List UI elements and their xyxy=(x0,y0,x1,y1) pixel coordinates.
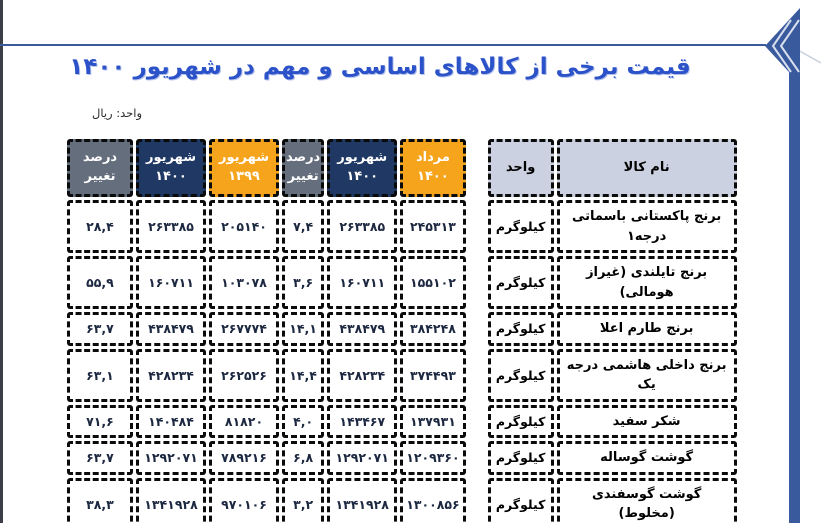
cell-shahrivar_1399: ۲۶۲۵۲۶ xyxy=(209,348,279,402)
column-header-pct_change_month: درصد تغییر xyxy=(282,139,325,197)
table-row: برنج تایلندی (غیراز هومالی) کیلوگرم ۱۵۵۱۰۲… xyxy=(67,256,737,309)
column-header-shahrivar_1399: شهریور ۱۳۹۹ xyxy=(209,139,279,197)
unit-note: واحد: ریال xyxy=(92,106,143,120)
cell-shahrivar_1400_vs_month: ۱۴۳۴۶۷ xyxy=(327,404,398,438)
cell-pct_change_year: ۳۸,۳ xyxy=(67,477,133,523)
cell-pct_change_month: ۱۴,۴ xyxy=(282,348,325,402)
cell-mordad_1400: ۳۸۴۲۴۸ xyxy=(400,312,466,346)
cell-name: برنج تایلندی (غیراز هومالی) xyxy=(556,256,737,309)
right-edge-bar xyxy=(789,46,800,523)
cell-shahrivar_1399: ۹۷۰۱۰۶ xyxy=(209,477,279,523)
cell-pct_change_year: ۵۵,۹ xyxy=(67,256,133,309)
cell-shahrivar_1400_vs_year: ۴۳۸۴۷۹ xyxy=(136,312,206,346)
page-title: قیمت برخی از کالاهای اساسی و مهم در شهری… xyxy=(69,54,691,80)
cell-shahrivar_1400_vs_month: ۱۳۴۱۹۲۸ xyxy=(327,477,398,523)
column-header-shahrivar_1400_vs_year: شهریور ۱۴۰۰ xyxy=(136,139,206,197)
cell-unit: کیلوگرم xyxy=(487,441,554,475)
cell-unit: کیلوگرم xyxy=(487,477,554,523)
cell-pct_change_month: ۱۴,۱ xyxy=(282,312,325,346)
column-header-name: نام کالا xyxy=(556,139,737,197)
table-row: برنج طارم اعلا کیلوگرم ۳۸۴۲۴۸ ۴۳۸۴۷۹ ۱۴,۱ ۲۶۷… xyxy=(67,312,737,346)
cell-pct_change_month: ۶,۸ xyxy=(282,441,325,475)
cell-mordad_1400: ۲۴۵۳۱۳ xyxy=(400,200,466,253)
table-row: شکر سفید کیلوگرم ۱۳۷۹۳۱ ۱۴۳۴۶۷ ۴,۰ ۸۱۸۲۰ ۱۴۰۴۸… xyxy=(67,404,737,439)
header-row: نام کالا واحد مرداد ۱۴۰۰ شهریور ۱۴۰۰ درصد تغ… xyxy=(67,139,737,197)
cell-shahrivar_1400_vs_year: ۱۶۰۷۱۱ xyxy=(136,256,206,309)
column-header-pct_change_year: درصد تغییر xyxy=(67,139,133,197)
cell-pct_change_year: ۶۳,۱ xyxy=(67,348,133,402)
cell-shahrivar_1399: ۱۰۳۰۷۸ xyxy=(209,256,279,309)
cell-shahrivar_1400_vs_month: ۴۳۸۴۷۹ xyxy=(327,312,398,346)
cell-name: گوشت گوساله xyxy=(556,441,737,475)
cell-mordad_1400: ۱۳۷۹۳۱ xyxy=(400,404,466,438)
corner-arrow-decoration xyxy=(765,8,821,523)
cell-shahrivar_1399: ۷۸۹۲۱۶ xyxy=(209,441,279,475)
column-header-unit: واحد xyxy=(487,139,554,197)
cell-name: گوشت گوسفندی (مخلوط) xyxy=(556,477,737,523)
cell-unit: کیلوگرم xyxy=(487,256,554,309)
cell-mordad_1400: ۱۲۰۹۳۶۰ xyxy=(400,441,466,475)
top-divider-line xyxy=(0,44,766,46)
cell-pct_change_year: ۷۱,۶ xyxy=(67,404,133,438)
table-row: برنج داخلی هاشمی درجه یک کیلوگرم ۳۷۴۴۹۳ ۴۲۸… xyxy=(67,348,737,402)
cell-shahrivar_1400_vs_month: ۱۲۹۲۰۷۱ xyxy=(327,441,398,475)
cell-name: برنج داخلی هاشمی درجه یک xyxy=(556,348,737,402)
cell-name: شکر سفید xyxy=(556,404,737,438)
cell-pct_change_year: ۶۳,۷ xyxy=(67,312,133,346)
cell-shahrivar_1400_vs_year: ۱۳۴۱۹۲۸ xyxy=(136,477,206,523)
cell-unit: کیلوگرم xyxy=(487,348,554,402)
cell-unit: کیلوگرم xyxy=(487,312,554,346)
column-gap xyxy=(469,200,485,253)
cell-shahrivar_1399: ۲۰۵۱۴۰ xyxy=(209,200,279,253)
cell-mordad_1400: ۱۳۰۰۸۵۶ xyxy=(400,477,466,523)
cell-shahrivar_1400_vs_year: ۱۲۹۲۰۷۱ xyxy=(136,441,206,475)
cell-name: برنج طارم اعلا xyxy=(556,312,737,346)
price-table: نام کالا واحد مرداد ۱۴۰۰ شهریور ۱۴۰۰ درصد تغ… xyxy=(64,136,740,523)
chevron-left-icon xyxy=(771,19,792,73)
column-gap xyxy=(469,256,485,309)
cell-pct_change_month: ۳,۲ xyxy=(282,477,325,523)
column-header-shahrivar_1400_vs_month: شهریور ۱۴۰۰ xyxy=(327,139,398,197)
table-row: گوشت گوسفندی (مخلوط) کیلوگرم ۱۳۰۰۸۵۶ ۱۳۴۱۹۲… xyxy=(67,477,737,523)
column-gap xyxy=(469,441,485,475)
cell-mordad_1400: ۱۵۵۱۰۲ xyxy=(400,256,466,309)
chevron-left-icon xyxy=(779,19,800,73)
table-row: گوشت گوساله کیلوگرم ۱۲۰۹۳۶۰ ۱۲۹۲۰۷۱ ۶,۸ ۷۸۹۲۱… xyxy=(67,441,737,475)
cell-shahrivar_1400_vs_month: ۱۶۰۷۱۱ xyxy=(327,256,398,309)
cell-shahrivar_1400_vs_year: ۱۴۰۴۸۴ xyxy=(136,404,206,438)
cell-shahrivar_1400_vs_month: ۴۲۸۲۳۴ xyxy=(327,348,398,402)
cell-shahrivar_1400_vs_month: ۲۶۳۳۸۵ xyxy=(327,200,398,253)
table-row: برنج پاکستانی باسماتی درجه۱ کیلوگرم ۲۴۵۳۱۳… xyxy=(67,200,737,253)
column-gap xyxy=(469,478,485,523)
column-gap xyxy=(469,139,485,197)
column-gap xyxy=(469,312,485,346)
cell-mordad_1400: ۳۷۴۴۹۳ xyxy=(400,348,466,402)
cell-shahrivar_1399: ۸۱۸۲۰ xyxy=(209,404,279,438)
cell-shahrivar_1399: ۲۶۷۷۷۴ xyxy=(209,312,279,346)
cell-pct_change_month: ۷,۴ xyxy=(282,200,325,253)
corner-faint-diagonal xyxy=(795,48,821,64)
cell-shahrivar_1400_vs_year: ۲۶۳۳۸۵ xyxy=(136,200,206,253)
cell-name: برنج پاکستانی باسماتی درجه۱ xyxy=(556,200,737,253)
column-gap xyxy=(469,405,485,439)
cell-pct_change_month: ۳,۶ xyxy=(282,256,325,309)
cell-unit: کیلوگرم xyxy=(487,200,554,253)
column-gap xyxy=(469,349,485,402)
cell-shahrivar_1400_vs_year: ۴۲۸۲۳۴ xyxy=(136,348,206,402)
column-header-mordad_1400: مرداد ۱۴۰۰ xyxy=(400,139,466,197)
left-edge-strip xyxy=(0,0,3,523)
cell-pct_change_month: ۴,۰ xyxy=(282,404,325,438)
cell-unit: کیلوگرم xyxy=(487,404,554,438)
cell-pct_change_year: ۲۸,۴ xyxy=(67,200,133,253)
cell-pct_change_year: ۶۳,۷ xyxy=(67,441,133,475)
